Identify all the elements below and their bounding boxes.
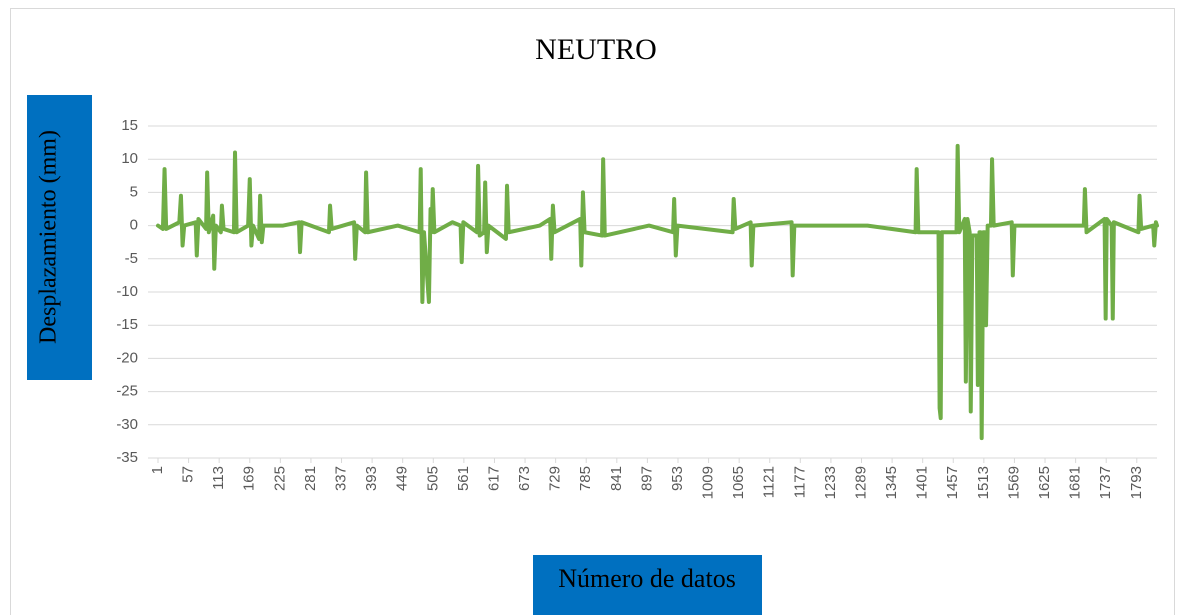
chart-title: NEUTRO xyxy=(535,33,657,66)
x-tick-label: 113 xyxy=(210,466,227,490)
x-tick-label: 449 xyxy=(394,466,411,491)
y-tick-label: -25 xyxy=(116,383,138,400)
x-tick-label: 505 xyxy=(424,466,441,491)
x-tick-label: 1625 xyxy=(1036,466,1053,499)
x-tick-label: 1737 xyxy=(1097,466,1114,499)
x-tick-label: 1513 xyxy=(975,466,992,499)
x-axis-label: Número de datos xyxy=(558,564,736,593)
x-tick-label: 1177 xyxy=(791,466,808,498)
x-tick-label: 225 xyxy=(271,466,288,491)
y-tick-label: -20 xyxy=(116,349,138,366)
x-tick-label: 617 xyxy=(485,466,502,491)
x-tick-label: 841 xyxy=(608,466,625,491)
x-tick-label: 729 xyxy=(547,466,564,491)
x-tick-label: 1793 xyxy=(1128,466,1145,499)
x-tick-label: 281 xyxy=(302,466,319,491)
x-tick-label: 1345 xyxy=(883,466,900,499)
x-tick-label: 1233 xyxy=(822,466,839,499)
y-tick-label: -5 xyxy=(125,250,138,267)
x-tick-label: 169 xyxy=(241,466,258,491)
x-tick-label: 1 xyxy=(149,466,166,474)
x-tick-label: 1401 xyxy=(914,466,931,499)
x-tick-label: 673 xyxy=(516,466,533,491)
y-tick-label: -35 xyxy=(116,449,138,466)
x-tick-label: 897 xyxy=(638,466,655,491)
y-tick-label: 10 xyxy=(121,150,138,167)
x-tick-label: 1569 xyxy=(1005,466,1022,499)
y-tick-label: -30 xyxy=(116,416,138,433)
y-tick-label: 15 xyxy=(121,117,138,134)
chart-border xyxy=(10,8,1175,615)
x-tick-label: 1121 xyxy=(761,466,778,498)
x-tick-label: 1289 xyxy=(852,466,869,499)
y-tick-label: 5 xyxy=(130,183,138,200)
x-label-box xyxy=(533,555,762,615)
y-tick-label: -10 xyxy=(116,283,138,300)
x-tick-label: 57 xyxy=(180,466,197,483)
y-axis-label: Desplazamiento (mm) xyxy=(36,130,62,344)
y-tick-label: -15 xyxy=(116,316,138,333)
x-tick-label: 953 xyxy=(669,466,686,491)
x-tick-label: 785 xyxy=(577,466,594,491)
x-tick-label: 561 xyxy=(455,466,472,491)
y-label-box xyxy=(27,95,92,380)
data-line xyxy=(156,143,1159,441)
x-tick-label: 337 xyxy=(332,466,349,491)
x-tick-label: 1681 xyxy=(1067,466,1084,499)
x-tick-label: 1457 xyxy=(944,466,961,499)
x-tick-label: 1065 xyxy=(730,466,747,499)
x-tick-label: 393 xyxy=(363,466,380,491)
y-tick-label: 0 xyxy=(130,217,138,234)
x-tick-label: 1009 xyxy=(700,466,717,499)
